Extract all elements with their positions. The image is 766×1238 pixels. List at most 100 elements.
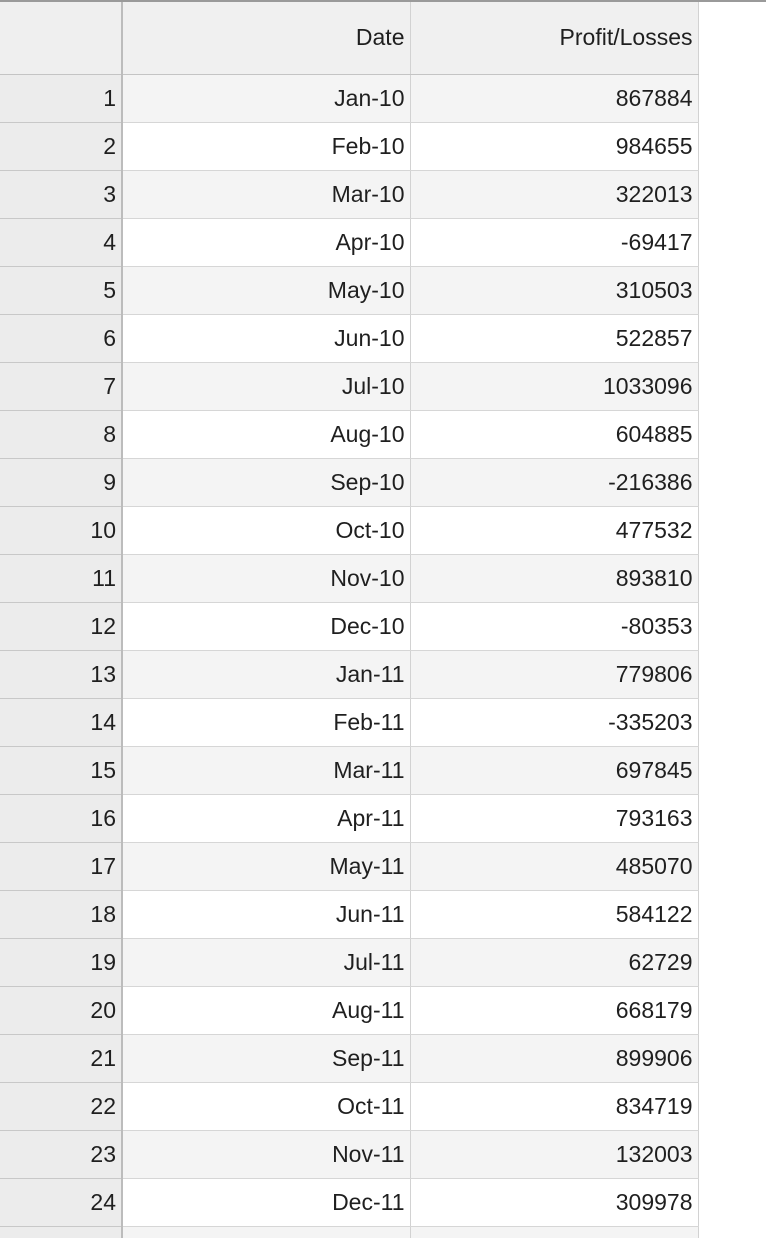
table-row: 2 Feb-10 984655 [0, 122, 699, 171]
table-row: 20 Aug-11 668179 [0, 986, 699, 1035]
row-number[interactable]: 22 [0, 1082, 123, 1131]
table-row: 10 Oct-10 477532 [0, 506, 699, 555]
row-number[interactable]: 5 [0, 266, 123, 315]
cell-profit-losses[interactable]: 899906 [410, 1034, 699, 1083]
row-number[interactable]: 6 [0, 314, 123, 363]
row-number[interactable]: 7 [0, 362, 123, 411]
table-row: 6 Jun-10 522857 [0, 314, 699, 363]
cell-date[interactable]: Mar-10 [122, 170, 411, 219]
row-number[interactable]: 14 [0, 698, 123, 747]
cell-date[interactable]: Dec-10 [122, 602, 411, 651]
cell-profit-losses[interactable]: 584122 [410, 890, 699, 939]
row-number[interactable]: 2 [0, 122, 123, 171]
cell-profit-losses[interactable]: 322013 [410, 170, 699, 219]
cell-date[interactable]: May-10 [122, 266, 411, 315]
cell-date[interactable]: Jul-10 [122, 362, 411, 411]
cell-date[interactable]: Aug-11 [122, 986, 411, 1035]
cell-date[interactable]: Dec-11 [122, 1178, 411, 1227]
row-number[interactable]: 8 [0, 410, 123, 459]
cell-profit-losses[interactable]: 984655 [410, 122, 699, 171]
table-row: 9 Sep-10 -216386 [0, 458, 699, 507]
cell-profit-losses[interactable]: 893810 [410, 554, 699, 603]
table-row: 4 Apr-10 -69417 [0, 218, 699, 267]
cell-profit-losses[interactable]: 668179 [410, 986, 699, 1035]
cell-profit-losses[interactable]: -335203 [410, 698, 699, 747]
cell-date[interactable]: Nov-10 [122, 554, 411, 603]
row-number[interactable]: 21 [0, 1034, 123, 1083]
cell-profit-losses[interactable]: 62729 [410, 938, 699, 987]
cell-date[interactable]: Mar-11 [122, 746, 411, 795]
table-row: 7 Jul-10 1033096 [0, 362, 699, 411]
cell-profit-losses[interactable]: 834719 [410, 1082, 699, 1131]
row-number[interactable]: 13 [0, 650, 123, 699]
table-row: 21 Sep-11 899906 [0, 1034, 699, 1083]
cell-profit-losses[interactable]: 132003 [410, 1130, 699, 1179]
cell-profit-losses[interactable]: 1033096 [410, 362, 699, 411]
table-row: 15 Mar-11 697845 [0, 746, 699, 795]
cell-date[interactable]: Jan-10 [122, 74, 411, 123]
table-row: 23 Nov-11 132003 [0, 1130, 699, 1179]
cell-date[interactable]: Oct-11 [122, 1082, 411, 1131]
row-number[interactable] [0, 1226, 123, 1238]
corner-select-all[interactable] [0, 2, 123, 75]
cell-date[interactable]: Oct-10 [122, 506, 411, 555]
top-divider [0, 0, 766, 2]
cell-date[interactable]: Sep-10 [122, 458, 411, 507]
cell-date[interactable]: May-11 [122, 842, 411, 891]
grid-body: 1 Jan-10 867884 2 Feb-10 984655 3 Mar-10 322013 4… [0, 74, 699, 1238]
row-number[interactable]: 15 [0, 746, 123, 795]
row-number[interactable]: 11 [0, 554, 123, 603]
cell-profit-losses[interactable]: 867884 [410, 74, 699, 123]
table-row: 12 Dec-10 -80353 [0, 602, 699, 651]
cell-date[interactable]: Jul-11 [122, 938, 411, 987]
row-number[interactable]: 10 [0, 506, 123, 555]
column-header-profit-losses[interactable]: Profit/Losses [410, 2, 699, 75]
row-number[interactable]: 4 [0, 218, 123, 267]
table-row: 19 Jul-11 62729 [0, 938, 699, 987]
row-number[interactable]: 9 [0, 458, 123, 507]
cell-date[interactable]: Feb-10 [122, 122, 411, 171]
row-number[interactable]: 20 [0, 986, 123, 1035]
cell-date[interactable]: Sep-11 [122, 1034, 411, 1083]
table-row: 14 Feb-11 -335203 [0, 698, 699, 747]
cell-profit-losses[interactable]: -216386 [410, 458, 699, 507]
row-number[interactable]: 23 [0, 1130, 123, 1179]
table-row: 24 Dec-11 309978 [0, 1178, 699, 1227]
table-row: 17 May-11 485070 [0, 842, 699, 891]
table-row: 11 Nov-10 893810 [0, 554, 699, 603]
row-number[interactable]: 16 [0, 794, 123, 843]
cell-date[interactable]: Nov-11 [122, 1130, 411, 1179]
cell-profit-losses[interactable]: 309978 [410, 1178, 699, 1227]
cell-profit-losses[interactable]: 697845 [410, 746, 699, 795]
grid-cell[interactable] [122, 1226, 411, 1238]
cell-date[interactable]: Apr-11 [122, 794, 411, 843]
cell-profit-losses[interactable]: 604885 [410, 410, 699, 459]
cell-profit-losses[interactable]: 522857 [410, 314, 699, 363]
row-number[interactable]: 19 [0, 938, 123, 987]
table-row: 16 Apr-11 793163 [0, 794, 699, 843]
row-number[interactable]: 24 [0, 1178, 123, 1227]
cell-date[interactable]: Jun-10 [122, 314, 411, 363]
cell-profit-losses[interactable]: 477532 [410, 506, 699, 555]
cell-profit-losses[interactable]: -69417 [410, 218, 699, 267]
cell-date[interactable]: Aug-10 [122, 410, 411, 459]
row-number[interactable]: 17 [0, 842, 123, 891]
cell-profit-losses[interactable]: 779806 [410, 650, 699, 699]
cell-date[interactable]: Jun-11 [122, 890, 411, 939]
row-number[interactable]: 12 [0, 602, 123, 651]
cell-profit-losses[interactable]: 310503 [410, 266, 699, 315]
cell-profit-losses[interactable]: 793163 [410, 794, 699, 843]
row-number[interactable]: 3 [0, 170, 123, 219]
row-number[interactable]: 1 [0, 74, 123, 123]
row-number[interactable]: 18 [0, 890, 123, 939]
cell-profit-losses[interactable]: -80353 [410, 602, 699, 651]
table-row: 18 Jun-11 584122 [0, 890, 699, 939]
cell-date[interactable]: Feb-11 [122, 698, 411, 747]
cell-profit-losses[interactable]: 485070 [410, 842, 699, 891]
data-grid: Date Profit/Losses 1 Jan-10 867884 2 Feb-10 9… [0, 2, 699, 1238]
cell-date[interactable]: Apr-10 [122, 218, 411, 267]
grid-cell[interactable] [410, 1226, 699, 1238]
cell-date[interactable]: Jan-11 [122, 650, 411, 699]
column-header-date[interactable]: Date [122, 2, 411, 75]
table-row-partial [0, 1226, 699, 1238]
